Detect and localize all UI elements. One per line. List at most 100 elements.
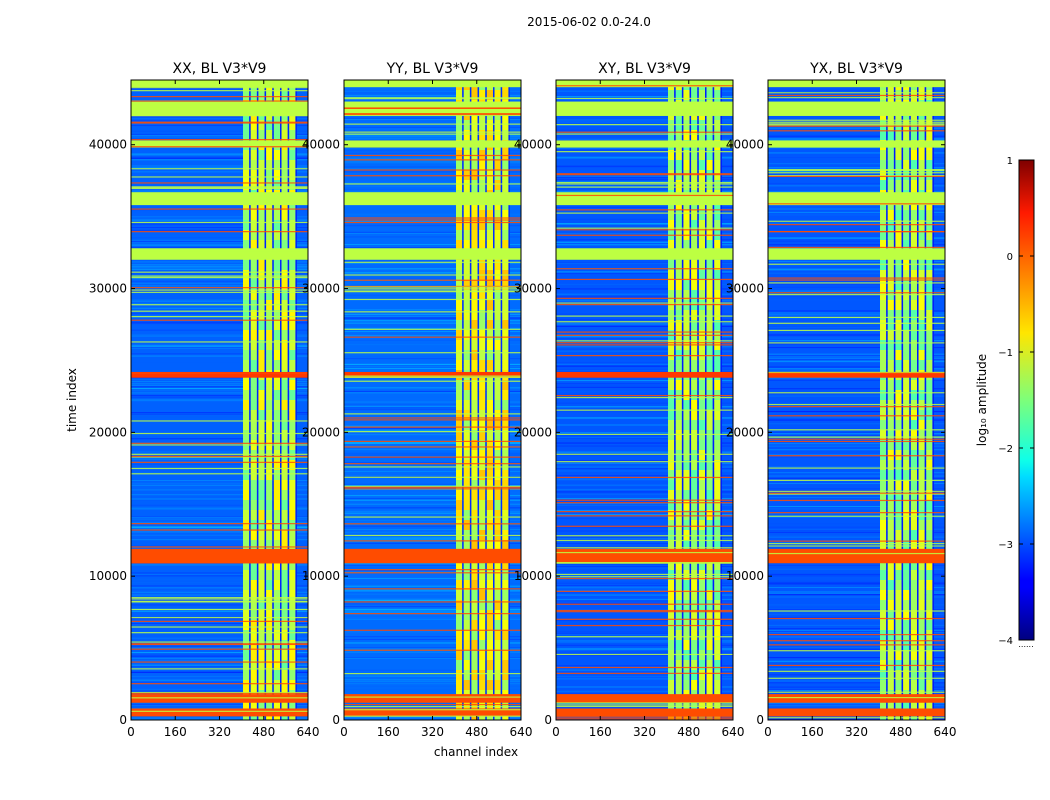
signal-cell <box>471 240 478 251</box>
signal-cell <box>910 700 918 711</box>
signal-cell <box>258 310 265 321</box>
signal-cell <box>258 380 265 391</box>
signal-cell <box>243 560 250 571</box>
noise-streak <box>768 205 945 207</box>
signal-cell <box>243 350 250 361</box>
noise-streak <box>768 628 945 630</box>
signal-cell <box>502 350 509 361</box>
signal-cell <box>706 680 713 691</box>
noise-streak <box>131 460 308 462</box>
flag-band <box>131 140 308 148</box>
signal-cell <box>903 570 910 581</box>
signal-cell <box>273 220 281 231</box>
signal-cell <box>675 270 682 281</box>
signal-cell <box>456 130 463 141</box>
signal-cell <box>486 220 494 231</box>
noise-streak <box>131 572 308 574</box>
noise-streak <box>131 224 308 226</box>
noise-streak <box>344 636 521 638</box>
signal-cell <box>910 290 918 301</box>
flag-line <box>556 209 733 211</box>
signal-cell <box>706 160 713 171</box>
signal-cell <box>903 440 910 451</box>
signal-cell <box>494 630 501 641</box>
noise-streak <box>556 424 733 426</box>
flag-line <box>344 426 521 428</box>
signal-cell <box>273 470 281 481</box>
noise-streak <box>344 498 521 500</box>
signal-cell <box>281 660 288 671</box>
noise-streak <box>344 507 521 509</box>
signal-cell <box>266 280 273 291</box>
signal-cell <box>714 380 721 391</box>
noise-streak <box>768 444 945 446</box>
signal-cell <box>281 160 288 171</box>
signal-cell <box>714 570 721 581</box>
flag-line <box>556 618 733 620</box>
signal-cell <box>910 590 918 601</box>
signal-cell <box>471 260 478 271</box>
signal-cell <box>273 430 281 441</box>
signal-cell <box>494 470 501 481</box>
noise-streak <box>556 325 733 327</box>
flag-line <box>131 176 308 178</box>
signal-cell <box>691 120 698 131</box>
noise-streak <box>344 220 521 222</box>
noise-streak <box>131 347 308 349</box>
flag-line <box>344 97 521 99</box>
signal-cell <box>903 540 910 551</box>
signal-cell <box>250 330 257 341</box>
noise-streak <box>344 185 521 187</box>
signal-cell <box>281 670 288 681</box>
signal-cell <box>926 260 933 271</box>
noise-streak <box>131 581 308 583</box>
signal-cell <box>471 590 478 601</box>
signal-cell <box>698 150 706 161</box>
noise-streak <box>344 148 521 150</box>
signal-cell <box>463 290 470 301</box>
signal-cell <box>471 600 478 611</box>
signal-cell <box>471 410 478 421</box>
signal-cell <box>463 660 470 671</box>
signal-cell <box>266 580 273 591</box>
signal-cell <box>250 420 257 431</box>
signal-cell <box>471 400 478 411</box>
noise-streak <box>344 434 521 436</box>
noise-streak <box>556 527 733 529</box>
channel-gap <box>924 80 927 720</box>
signal-cell <box>258 260 265 271</box>
noise-streak <box>344 339 521 341</box>
signal-cell <box>258 530 265 541</box>
signal-cell <box>463 630 470 641</box>
signal-cell <box>895 300 902 311</box>
noise-streak <box>768 290 945 292</box>
signal-cell <box>266 340 273 351</box>
noise-streak <box>556 411 733 413</box>
signal-cell <box>880 350 887 361</box>
flag-line <box>131 697 308 699</box>
signal-cell <box>281 520 288 531</box>
signal-cell <box>273 360 281 371</box>
noise-streak <box>768 310 945 312</box>
signal-cell <box>706 220 713 231</box>
signal-cell <box>675 240 682 251</box>
signal-cell <box>706 420 713 431</box>
noise-streak <box>344 452 521 454</box>
flag-line <box>131 90 308 92</box>
signal-cell <box>289 640 296 651</box>
noise-streak <box>768 147 945 149</box>
signal-cell <box>675 680 682 691</box>
noise-streak <box>131 283 308 285</box>
channel-gap <box>932 80 934 720</box>
signal-cell <box>258 480 265 491</box>
signal-cell <box>903 490 910 501</box>
noise-streak <box>768 513 945 515</box>
flag-line <box>131 146 308 148</box>
noise-streak <box>344 231 521 233</box>
signal-cell <box>243 500 250 511</box>
signal-cell <box>456 680 463 691</box>
noise-streak <box>131 324 308 326</box>
signal-cell <box>289 540 296 551</box>
flag-line <box>344 709 521 711</box>
signal-cell <box>714 460 721 471</box>
